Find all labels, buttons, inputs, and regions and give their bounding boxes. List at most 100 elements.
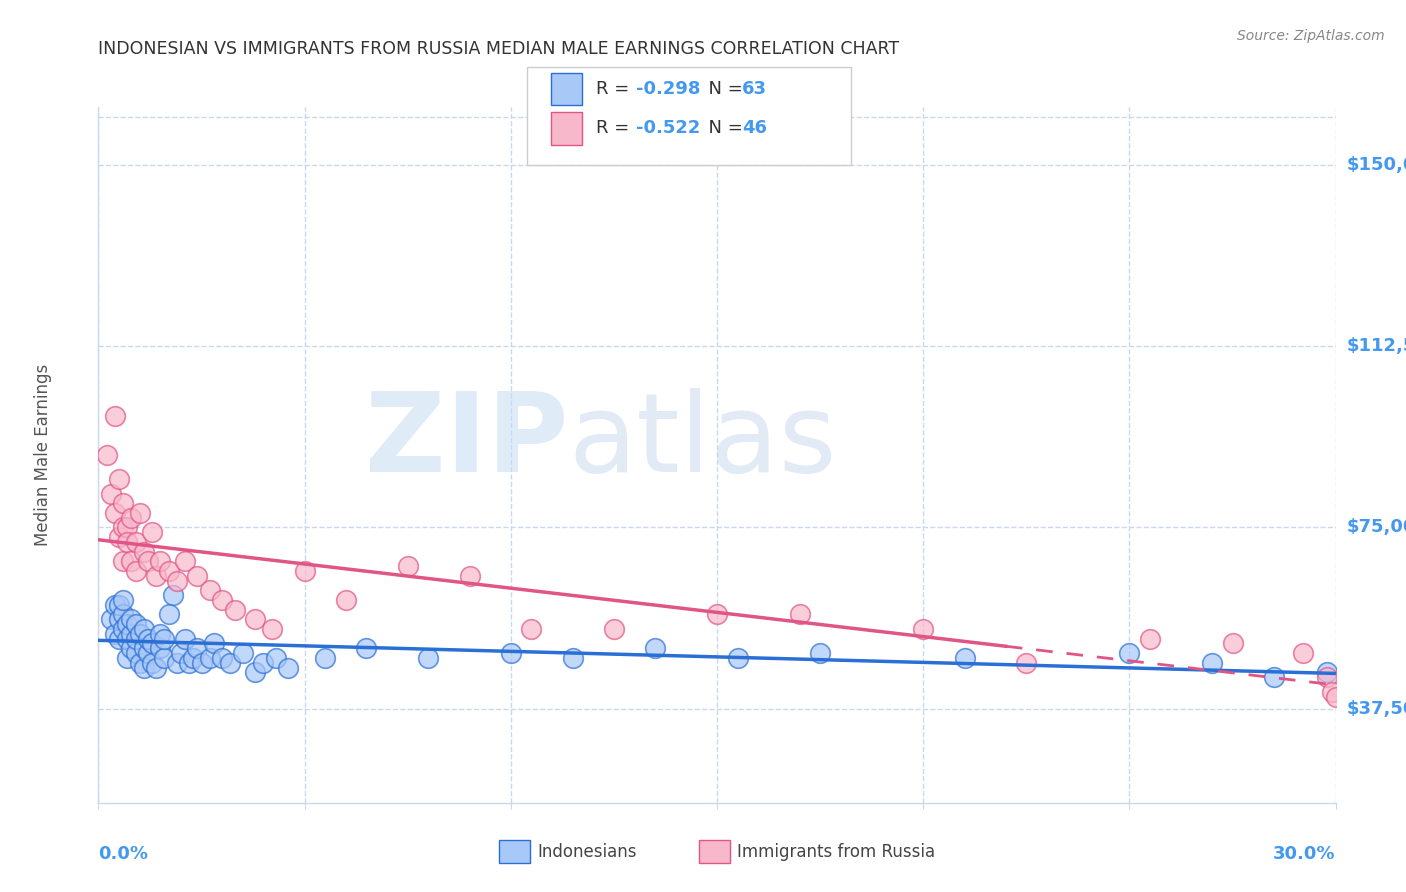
Point xyxy=(112,607,135,622)
Point xyxy=(1320,684,1343,698)
Text: ZIP: ZIP xyxy=(366,387,568,494)
Point xyxy=(153,651,176,665)
Point xyxy=(224,602,246,616)
Point xyxy=(136,554,159,568)
Point xyxy=(108,598,131,612)
Point xyxy=(458,568,481,582)
Point xyxy=(136,646,159,660)
Point xyxy=(520,622,543,636)
Point xyxy=(1139,632,1161,646)
Point xyxy=(149,554,172,568)
Point xyxy=(120,626,142,640)
Point xyxy=(1316,670,1339,684)
Point xyxy=(264,651,287,665)
Point xyxy=(1316,665,1339,680)
Point xyxy=(186,641,208,656)
Point xyxy=(644,641,666,656)
Point xyxy=(396,559,419,574)
Point xyxy=(499,646,522,660)
Point xyxy=(108,530,131,544)
Point xyxy=(145,660,167,674)
Point xyxy=(190,656,212,670)
Point xyxy=(132,660,155,674)
Point xyxy=(1201,656,1223,670)
Point xyxy=(124,534,146,549)
Point xyxy=(166,656,188,670)
Point xyxy=(104,598,127,612)
Text: N =: N = xyxy=(697,80,749,98)
Text: $75,000: $75,000 xyxy=(1347,518,1406,536)
Point xyxy=(706,607,728,622)
Text: 30.0%: 30.0% xyxy=(1274,845,1336,863)
Point xyxy=(96,448,118,462)
Point xyxy=(104,506,127,520)
Text: $112,500: $112,500 xyxy=(1347,337,1406,355)
Point xyxy=(128,506,150,520)
Point xyxy=(181,651,204,665)
Point xyxy=(157,564,180,578)
Point xyxy=(104,409,127,424)
Point xyxy=(100,612,122,626)
Text: INDONESIAN VS IMMIGRANTS FROM RUSSIA MEDIAN MALE EARNINGS CORRELATION CHART: INDONESIAN VS IMMIGRANTS FROM RUSSIA MED… xyxy=(98,40,900,58)
Point xyxy=(112,496,135,510)
Point xyxy=(117,617,139,632)
Point xyxy=(104,626,127,640)
Point xyxy=(232,646,254,660)
Point xyxy=(124,646,146,660)
Point xyxy=(117,534,139,549)
Point xyxy=(335,592,357,607)
Point xyxy=(603,622,626,636)
Point xyxy=(1222,636,1244,650)
Point xyxy=(418,651,440,665)
Point xyxy=(1015,656,1038,670)
Point xyxy=(149,641,172,656)
Point xyxy=(145,568,167,582)
Point xyxy=(211,592,233,607)
Text: N =: N = xyxy=(697,120,749,137)
Point xyxy=(141,656,163,670)
Point xyxy=(120,510,142,524)
Point xyxy=(294,564,316,578)
Point xyxy=(112,592,135,607)
Text: Indonesians: Indonesians xyxy=(537,843,637,861)
Point xyxy=(124,632,146,646)
Point xyxy=(561,651,583,665)
Text: 63: 63 xyxy=(742,80,768,98)
Text: Source: ZipAtlas.com: Source: ZipAtlas.com xyxy=(1237,29,1385,43)
Point xyxy=(277,660,299,674)
Point xyxy=(108,632,131,646)
Text: R =: R = xyxy=(596,80,636,98)
Point xyxy=(243,665,266,680)
Point xyxy=(124,617,146,632)
Point xyxy=(314,651,336,665)
Point xyxy=(1263,670,1285,684)
Point xyxy=(108,472,131,486)
Point xyxy=(186,568,208,582)
Point xyxy=(789,607,811,622)
Point xyxy=(120,554,142,568)
Point xyxy=(912,622,935,636)
Text: $37,500: $37,500 xyxy=(1347,699,1406,717)
Text: atlas: atlas xyxy=(568,387,837,494)
Point xyxy=(179,656,201,670)
Point xyxy=(100,486,122,500)
Point xyxy=(117,651,139,665)
Point xyxy=(211,651,233,665)
Text: R =: R = xyxy=(596,120,636,137)
Point xyxy=(108,612,131,626)
Point xyxy=(356,641,378,656)
Point xyxy=(174,554,197,568)
Point xyxy=(198,651,221,665)
Point xyxy=(153,632,176,646)
Point xyxy=(112,622,135,636)
Point xyxy=(166,574,188,588)
Point xyxy=(953,651,976,665)
Point xyxy=(112,520,135,534)
Point xyxy=(198,583,221,598)
Point xyxy=(132,622,155,636)
Text: Immigrants from Russia: Immigrants from Russia xyxy=(737,843,935,861)
Text: 46: 46 xyxy=(742,120,768,137)
Point xyxy=(202,636,225,650)
Point xyxy=(808,646,831,660)
Point xyxy=(124,564,146,578)
